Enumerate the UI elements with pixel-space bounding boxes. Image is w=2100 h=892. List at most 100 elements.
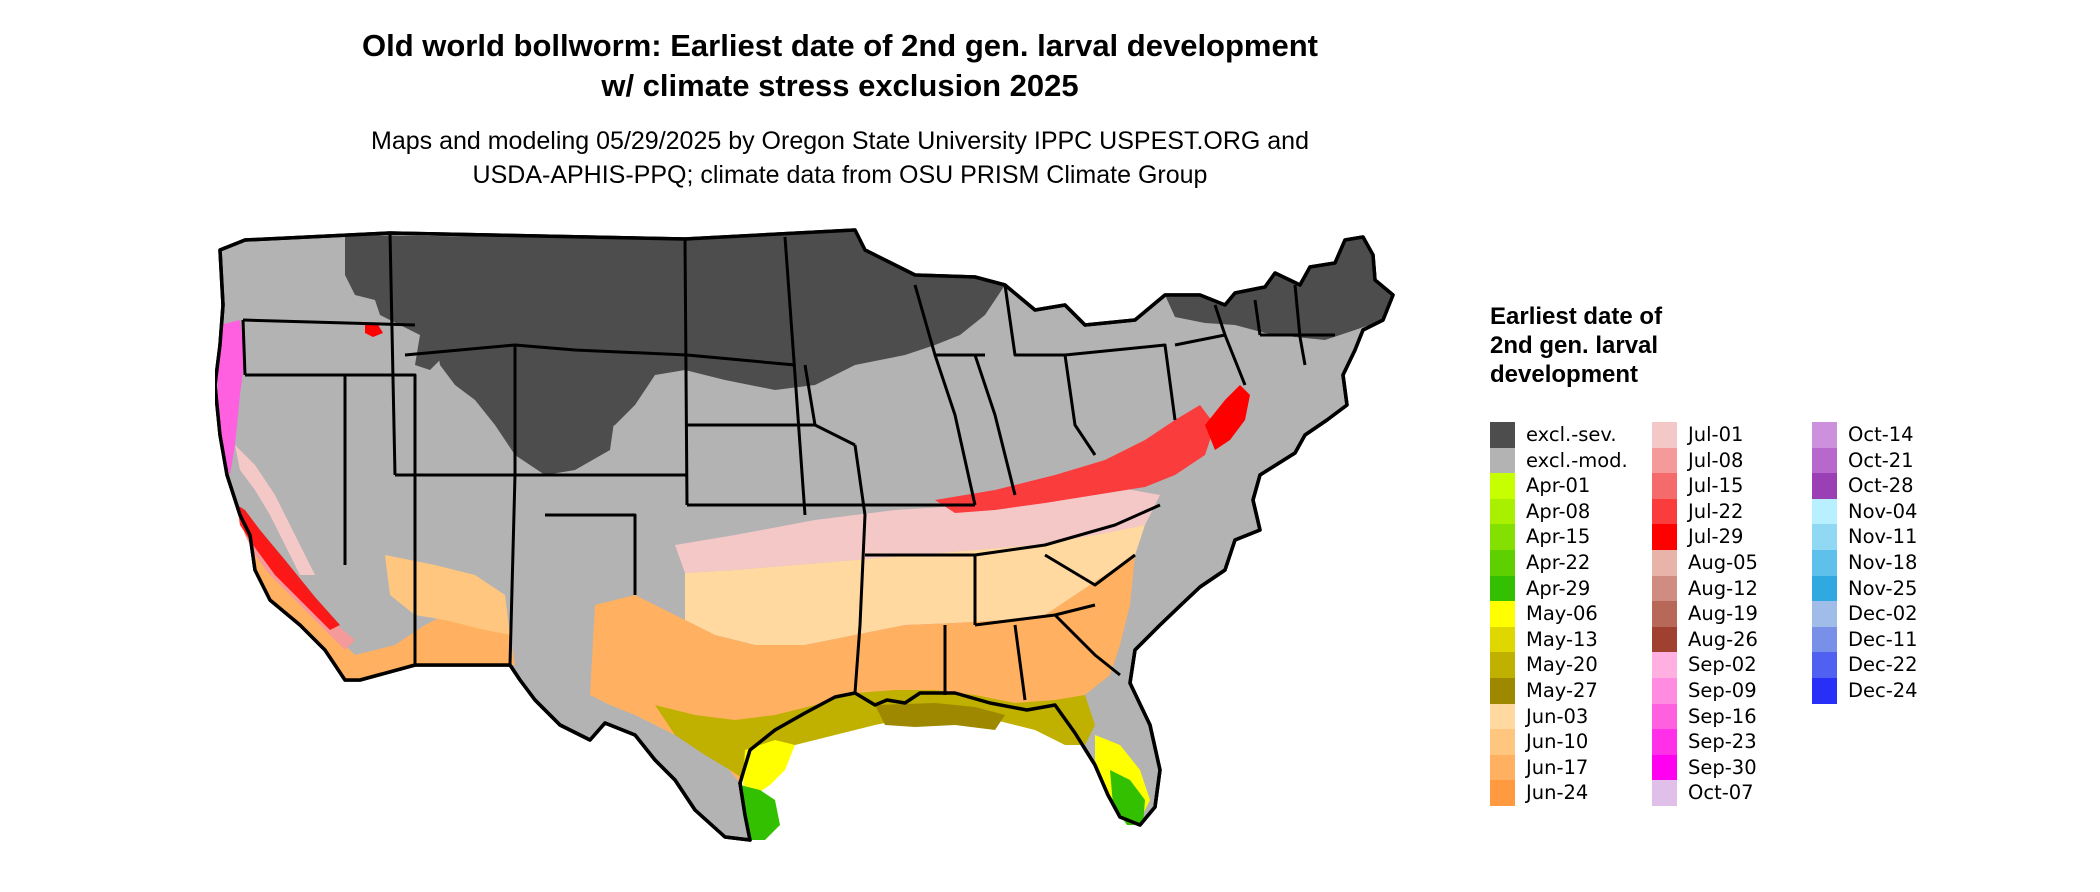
title-line-2: w/ climate stress exclusion 2025 bbox=[601, 68, 1079, 103]
california-pink-band bbox=[235, 445, 315, 575]
state-borders bbox=[241, 232, 1335, 701]
legend-swatch bbox=[1812, 601, 1837, 627]
legend-label: Nov-18 bbox=[1848, 550, 1918, 574]
legend-swatch bbox=[1812, 575, 1837, 602]
legend-swatch bbox=[1652, 729, 1677, 755]
us-map bbox=[215, 225, 1450, 890]
legend-swatch bbox=[1490, 601, 1515, 627]
legend-label: Apr-29 bbox=[1526, 576, 1591, 600]
legend-label: Jun-24 bbox=[1526, 781, 1589, 805]
legend-label: May-06 bbox=[1526, 602, 1598, 626]
mid-atlantic-red bbox=[1205, 385, 1250, 450]
legend-swatch bbox=[1490, 754, 1515, 781]
legend-label: Dec-24 bbox=[1848, 678, 1918, 702]
legend-swatch bbox=[1652, 754, 1677, 781]
subtitle-line-1: Maps and modeling 05/29/2025 by Oregon S… bbox=[371, 127, 1309, 155]
legend-label: Apr-01 bbox=[1526, 474, 1591, 498]
legend-label: Nov-04 bbox=[1848, 499, 1918, 523]
legend-swatch bbox=[1652, 626, 1677, 653]
legend-label: Oct-21 bbox=[1848, 448, 1914, 472]
texas-yellow-band bbox=[743, 740, 795, 795]
legend-label: Jul-01 bbox=[1688, 423, 1744, 446]
legend-label: Sep-16 bbox=[1688, 704, 1757, 728]
legend-label: Jul-08 bbox=[1688, 448, 1744, 472]
legend-swatch bbox=[1652, 498, 1677, 525]
legend-swatch bbox=[1490, 549, 1515, 576]
colorado-red-spot bbox=[365, 323, 383, 337]
legend-swatch bbox=[1490, 780, 1515, 806]
legend-swatch bbox=[1490, 524, 1515, 550]
legend-swatch bbox=[1652, 422, 1677, 448]
legend-swatch bbox=[1490, 422, 1515, 448]
legend-label: excl.-mod. bbox=[1526, 448, 1628, 472]
legend-swatch bbox=[1490, 575, 1515, 602]
title-line-1: Old world bollworm: Earliest date of 2nd… bbox=[361, 28, 1318, 63]
legend-swatch bbox=[1652, 447, 1677, 474]
legend-swatch bbox=[1490, 729, 1515, 755]
legend-swatch bbox=[1652, 652, 1677, 678]
southern-light-orange bbox=[685, 525, 1145, 645]
legend-label: Aug-05 bbox=[1688, 550, 1758, 574]
legend-label: Apr-22 bbox=[1526, 550, 1591, 574]
legend-label: Apr-15 bbox=[1526, 525, 1591, 549]
us-map-svg bbox=[215, 228, 1395, 842]
legend-label: Jun-10 bbox=[1526, 730, 1589, 754]
legend-swatch bbox=[1490, 703, 1515, 730]
legend-swatch bbox=[1812, 498, 1837, 525]
legend-label: Nov-11 bbox=[1848, 525, 1918, 549]
legend-swatch bbox=[1812, 549, 1837, 576]
legend-swatch bbox=[1812, 524, 1837, 550]
legend-label: Oct-14 bbox=[1848, 423, 1914, 446]
map-subtitle: Maps and modeling 05/29/2025 by Oregon S… bbox=[220, 124, 1460, 192]
legend-label: Sep-09 bbox=[1688, 678, 1757, 702]
legend-label: Dec-11 bbox=[1848, 627, 1918, 651]
legend-label: Aug-12 bbox=[1688, 576, 1758, 600]
legend-label: Dec-02 bbox=[1848, 602, 1918, 626]
legend-label: Jul-29 bbox=[1688, 525, 1744, 549]
legend-label: Jul-15 bbox=[1688, 474, 1744, 498]
legend-label: Jul-22 bbox=[1688, 499, 1744, 523]
legend-label: Apr-08 bbox=[1526, 499, 1591, 523]
legend-swatch bbox=[1652, 780, 1677, 806]
legend-swatch bbox=[1652, 473, 1677, 499]
legend-label: Aug-19 bbox=[1688, 602, 1758, 626]
texas-green-tip bbox=[740, 785, 780, 840]
southern-pink-band bbox=[675, 487, 1160, 573]
west-coast-red-band bbox=[237, 505, 340, 630]
legend-swatch bbox=[1812, 447, 1837, 474]
legend-label: Jun-03 bbox=[1526, 704, 1589, 728]
legend-swatch bbox=[1812, 652, 1837, 678]
west-coast-orange-band bbox=[250, 535, 515, 680]
legend-swatch bbox=[1652, 677, 1677, 704]
legend-swatch bbox=[1652, 703, 1677, 730]
oregon-magenta-band bbox=[217, 320, 245, 475]
legend-swatch bbox=[1490, 626, 1515, 653]
legend-label: Oct-28 bbox=[1848, 474, 1914, 498]
legend-label: Jun-17 bbox=[1526, 755, 1589, 779]
legend-label: May-20 bbox=[1526, 653, 1598, 677]
legend-swatch bbox=[1652, 601, 1677, 627]
legend-swatch bbox=[1490, 447, 1515, 474]
legend-label: Dec-22 bbox=[1848, 653, 1918, 677]
us-outline-border bbox=[215, 228, 1395, 842]
virginia-red-band bbox=[935, 405, 1215, 513]
louisiana-dark-olive bbox=[875, 703, 1005, 730]
legend-swatch bbox=[1812, 422, 1837, 448]
legend-swatch bbox=[1490, 473, 1515, 499]
legend-swatch bbox=[1490, 498, 1515, 525]
legend-label: Nov-25 bbox=[1848, 576, 1918, 600]
legend-swatch bbox=[1812, 473, 1837, 499]
legend-title: Earliest date of 2nd gen. larval develop… bbox=[1490, 303, 1663, 388]
severe-exclusion-wy-co bbox=[435, 335, 615, 475]
legend-label: Sep-30 bbox=[1688, 755, 1757, 779]
legend-label: Sep-23 bbox=[1688, 730, 1757, 754]
legend-swatch bbox=[1490, 677, 1515, 704]
legend-label: Aug-26 bbox=[1688, 627, 1758, 651]
map-title: Old world bollworm: Earliest date of 2nd… bbox=[220, 26, 1460, 106]
legend-swatch bbox=[1812, 677, 1837, 704]
legend-swatch bbox=[1652, 575, 1677, 602]
legend-swatch bbox=[1490, 652, 1515, 678]
legend-swatch bbox=[1652, 524, 1677, 550]
subtitle-line-2: USDA-APHIS-PPQ; climate data from OSU PR… bbox=[472, 161, 1208, 189]
legend-label: May-13 bbox=[1526, 627, 1598, 651]
